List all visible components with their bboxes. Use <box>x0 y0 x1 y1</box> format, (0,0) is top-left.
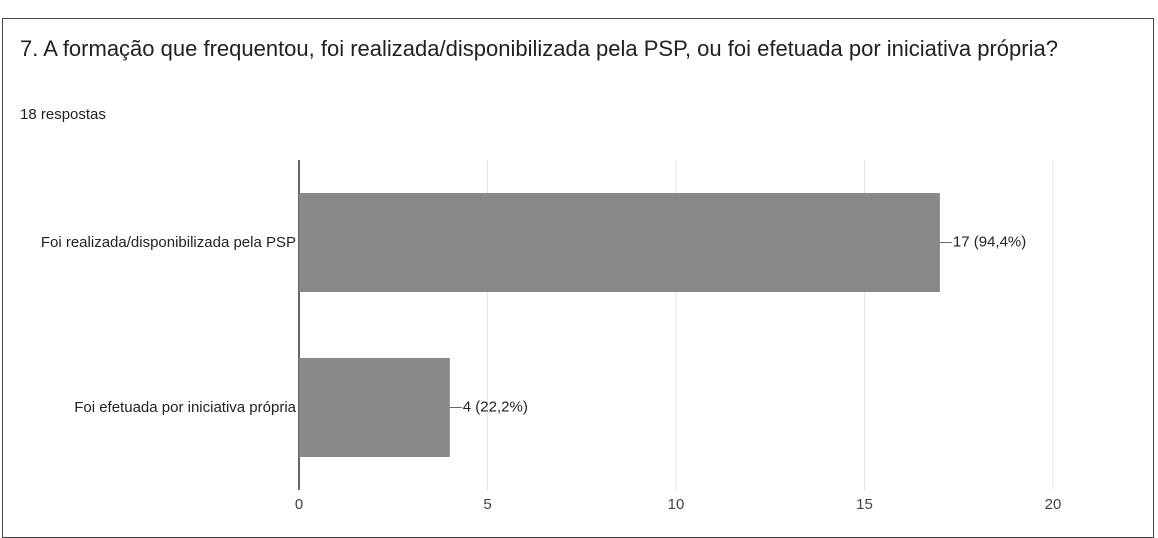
value-label: 17 (94,4%) <box>953 233 1026 250</box>
x-tick-label: 10 <box>668 496 685 513</box>
chart-subtitle: 18 respostas <box>20 106 106 123</box>
bar <box>299 358 450 457</box>
value-label: 4 (22,2%) <box>463 398 528 415</box>
x-tick-label: 20 <box>1045 496 1062 513</box>
x-tick-label: 5 <box>483 496 491 513</box>
category-label: Foi realizada/disponibilizada pela PSP <box>40 233 296 251</box>
x-tick-label: 15 <box>856 496 873 513</box>
bar <box>299 193 940 292</box>
chart-title: 7. A formação que frequentou, foi realiz… <box>20 36 1058 61</box>
x-tick-label: 0 <box>295 496 303 513</box>
category-label: Foi efetuada por iniciativa própria <box>74 398 296 416</box>
